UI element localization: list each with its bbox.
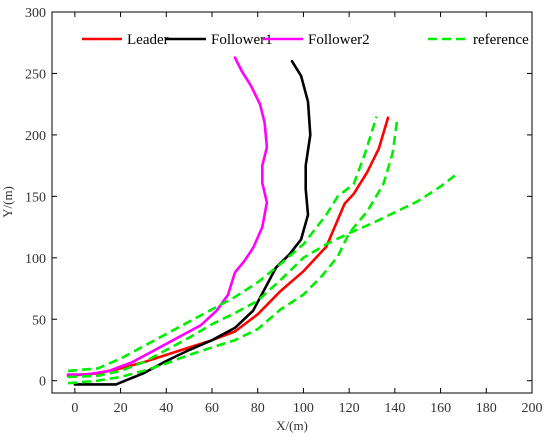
legend-label-follower1: Follower1 [211,32,273,48]
legend-label-follower2: Follower2 [308,32,370,48]
series-line-follower1-1 [73,59,312,386]
axes-layer: 0 20 40 60 80 100 120 140 160 180 200 0 50 100 150 200 2… [25,6,543,416]
series-line-follower2-2 [66,56,269,376]
axes-frame [51,11,533,394]
series-layer [66,56,458,386]
legend-label-leader: Leader [127,32,169,48]
x-axis-label: X/(m) [276,418,308,433]
x-tick-label: 200 [522,401,543,416]
x-tick-label: 20 [114,401,128,416]
y-tick-label: 150 [25,190,46,205]
plot-area [52,12,532,393]
series-line-reference-3 [67,116,378,373]
series-line-reference-boundary-4 [67,120,399,385]
series-line-reference-boundary-5 [67,173,458,379]
x-tick-label: 80 [251,401,265,416]
y-tick-label: 0 [39,375,46,390]
x-tick-label: 160 [430,401,451,416]
x-tick-label: 180 [476,401,497,416]
x-tick-label: 40 [159,401,173,416]
y-tick-label: 50 [32,313,46,328]
x-tick-label: 60 [205,401,219,416]
x-tick-label: 120 [339,401,360,416]
legend: Leader Follower1 Follower2 reference [80,28,529,52]
x-tick-label: 100 [293,401,314,416]
x-tick-label: 0 [71,401,78,416]
x-tick-label: 140 [384,401,405,416]
y-tick-label: 300 [25,6,46,21]
y-axis-label: Y/(m) [0,186,15,218]
y-tick-label: 250 [25,67,46,82]
y-tick-label: 200 [25,129,46,144]
legend-label-reference: reference [473,32,529,48]
y-tick-label: 100 [25,252,46,267]
series-line-leader-0 [66,116,390,378]
